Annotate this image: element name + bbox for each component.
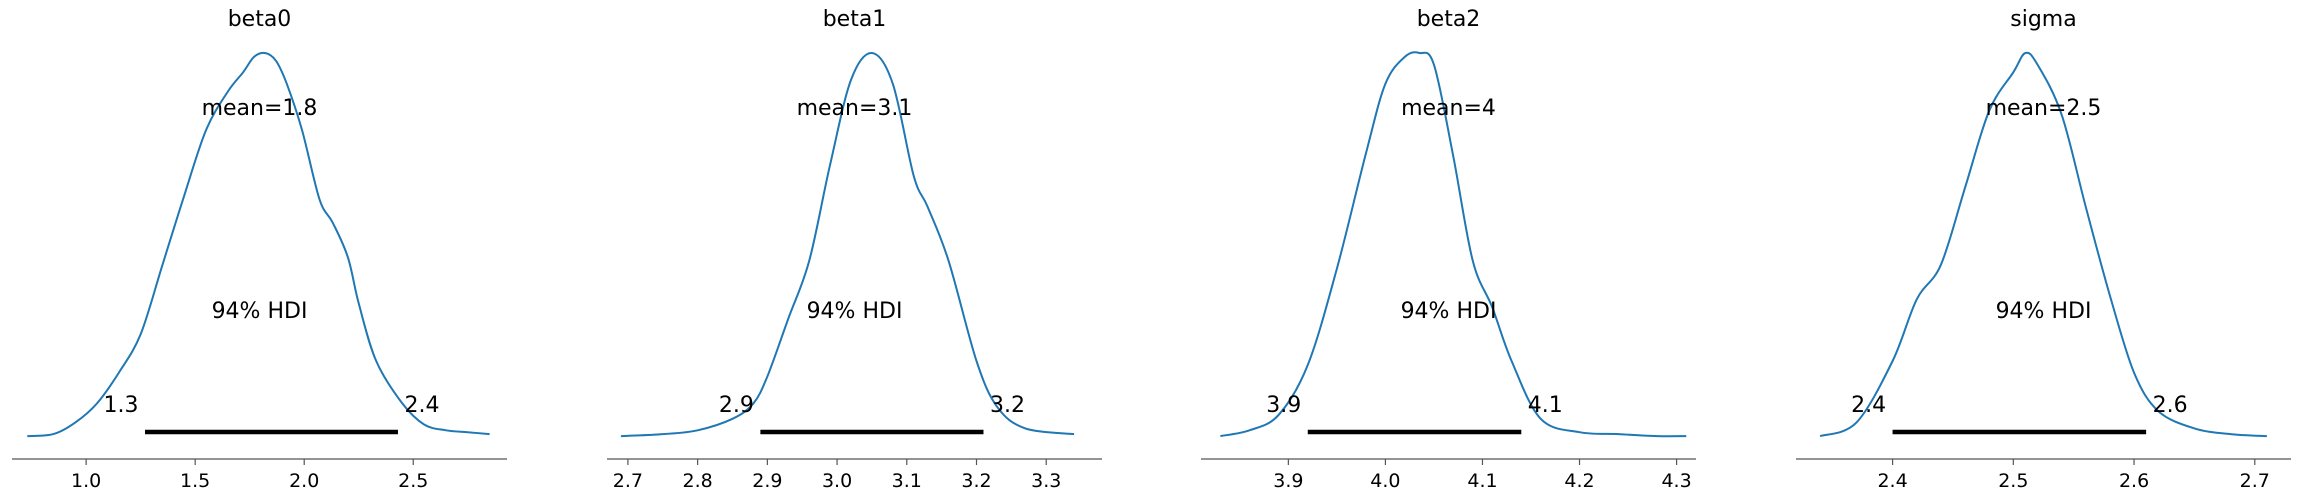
- panel-sigma: sigma 2.4 2.5 2.6 2.7 mean=2.5 94% HDI 2.4 2.6: [1796, 7, 2291, 492]
- hdi-label: 94% HDI: [1401, 299, 1497, 324]
- hdi-high-label: 4.1: [1528, 393, 1563, 418]
- hdi-label: 94% HDI: [807, 299, 903, 324]
- hdi-label: 94% HDI: [1996, 299, 2092, 324]
- x-tick-label: 3.9: [1273, 470, 1303, 492]
- hdi-low-label: 1.3: [104, 393, 139, 418]
- x-tick-label: 3.1: [892, 470, 922, 492]
- x-tick-label: 1.0: [71, 470, 101, 492]
- x-tick-label: 4.3: [1661, 470, 1691, 492]
- mean-label: mean=4: [1401, 96, 1496, 121]
- x-tick-label: 2.4: [1877, 470, 1907, 492]
- x-tick-label: 4.1: [1467, 470, 1497, 492]
- x-tick-label: 2.5: [398, 470, 428, 492]
- x-tick-label: 2.7: [2240, 470, 2270, 492]
- panel-title: beta2: [1417, 7, 1481, 32]
- hdi-high-label: 2.4: [404, 393, 439, 418]
- hdi-low-label: 3.9: [1266, 393, 1301, 418]
- mean-label: mean=2.5: [1986, 96, 2102, 121]
- x-tick-label: 2.9: [752, 470, 782, 492]
- hdi-low-label: 2.9: [719, 393, 754, 418]
- hdi-low-label: 2.4: [1851, 393, 1886, 418]
- mean-label: mean=3.1: [797, 96, 913, 121]
- kde-curve: [27, 51, 490, 438]
- x-tick-label: 3.0: [822, 470, 852, 492]
- kde-curve: [620, 52, 1075, 438]
- hdi-high-label: 2.6: [2153, 393, 2188, 418]
- hdi-label: 94% HDI: [212, 299, 308, 324]
- x-tick-label: 1.5: [180, 470, 210, 492]
- panel-title: beta1: [823, 7, 887, 32]
- x-tick-label: 2.6: [2119, 470, 2149, 492]
- mean-label: mean=1.8: [202, 96, 318, 121]
- panel-title: sigma: [2010, 7, 2076, 32]
- panel-beta1: beta1 2.7 2.8 2.9 3.0 3.1 3.2 3.3 mean=3.1 94% HD…: [607, 7, 1102, 492]
- x-tick-label: 2.5: [1998, 470, 2028, 492]
- x-tick-label: 2.7: [613, 470, 643, 492]
- x-tick-label: 3.3: [1031, 470, 1061, 492]
- x-tick-label: 2.8: [683, 470, 713, 492]
- hdi-high-label: 3.2: [990, 393, 1025, 418]
- kde-curve: [1220, 51, 1687, 438]
- x-tick-label: 2.0: [289, 470, 319, 492]
- x-tick-label: 4.2: [1564, 470, 1594, 492]
- panel-beta2: beta2 3.9 4.0 4.1 4.2 4.3 mean=4 94% HDI 3.9 4.1: [1201, 7, 1696, 492]
- x-tick-label: 3.2: [961, 470, 991, 492]
- kde-curve: [1819, 51, 2267, 438]
- panel-title: beta0: [228, 7, 292, 32]
- x-tick-label: 4.0: [1370, 470, 1400, 492]
- panel-beta0: beta0 1.0 1.5 2.0 2.5 mean=1.8 94% HDI 1.3 2.4: [12, 7, 507, 492]
